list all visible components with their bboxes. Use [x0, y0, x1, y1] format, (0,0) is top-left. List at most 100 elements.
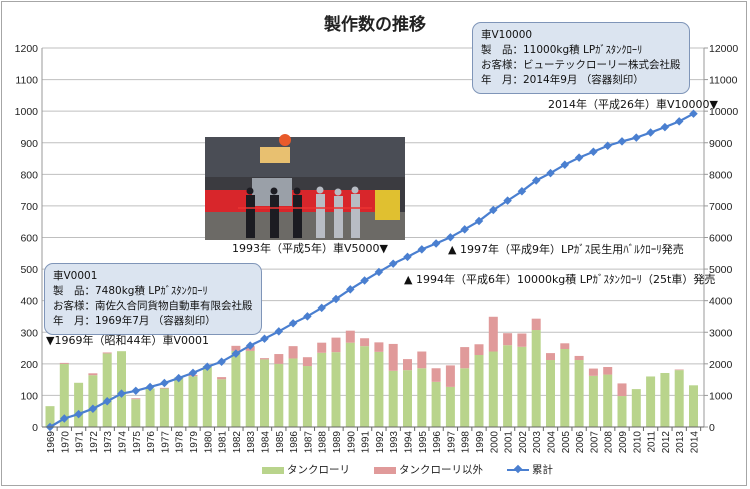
right-axis-tick-label: 2000 [709, 359, 733, 371]
bar-other [488, 316, 498, 352]
cumulative-point [674, 117, 684, 126]
bar-tank-lorry [660, 372, 670, 427]
bar-tank-lorry [145, 388, 155, 427]
left-axis-tick-label: 1000 [15, 106, 39, 118]
left-axis-tick-label: 1100 [15, 75, 38, 87]
legend: タンクローリ タンクローリ以外 累計 [262, 462, 553, 477]
cumulative-point [117, 389, 126, 398]
bar-tank-lorry [45, 406, 55, 427]
bar-tank-lorry [445, 386, 455, 427]
x-axis-tick-label: 1978 [175, 431, 186, 454]
cumulative-point [174, 373, 183, 383]
legend-line-marker [507, 469, 529, 471]
bar-tank-lorry [117, 351, 126, 427]
right-axis-tick-label: 4000 [709, 296, 733, 308]
cumulative-point [131, 386, 141, 396]
right-axis-tick-label: 7000 [709, 201, 733, 213]
x-axis-tick-label: 2009 [618, 431, 629, 454]
x-axis-tick-label: 1993 [389, 431, 400, 454]
bar-tank-lorry [302, 366, 312, 427]
bar-tank-lorry [574, 360, 584, 427]
legend-swatch [374, 466, 396, 474]
x-axis-tick-label: 1991 [361, 431, 372, 454]
callout-line: 年 月：2014年9月 （容器刻印） [481, 74, 644, 86]
x-axis-tick-label: 1977 [160, 431, 171, 454]
bar-tank-lorry [503, 345, 513, 427]
callout-line: 製 品：11000kg積 LPｶﾞｽﾀﾝｸﾛｰﾘ [481, 44, 643, 56]
cumulative-point [74, 409, 83, 419]
x-axis-tick-label: 1992 [375, 431, 386, 454]
right-axis-tick-label: 1000 [709, 390, 733, 402]
x-axis-tick-label: 1987 [303, 431, 314, 454]
bar-other [531, 318, 541, 331]
left-axis-tick-label: 900 [20, 138, 38, 150]
legend-item-cumulative: 累計 [507, 462, 553, 477]
cumulative-point [374, 267, 384, 277]
cumulative-point [145, 382, 155, 392]
cumulative-point [88, 404, 98, 413]
legend-item-tank: タンクローリ [262, 462, 350, 477]
x-axis-tick-label: 1990 [346, 431, 357, 454]
cumulative-point [303, 312, 312, 321]
cumulative-point [503, 196, 512, 205]
bar-other [403, 359, 412, 371]
x-axis-tick-label: 2005 [561, 431, 572, 454]
cumulative-point [188, 368, 198, 378]
bar-other [445, 365, 455, 387]
bar-tank-lorry [159, 388, 169, 427]
cumulative-point [317, 303, 326, 313]
x-axis-tick-label: 1970 [60, 431, 71, 454]
x-axis-tick-label: 1972 [89, 431, 100, 454]
bar-other [617, 383, 627, 397]
x-axis-tick-label: 2006 [575, 431, 586, 454]
right-axis-tick-label: 3000 [709, 327, 733, 339]
bar-tank-lorry [689, 385, 698, 427]
annotation-tank-1994: ▲ 1994年（平成6年）10000kg積 LPｶﾞｽﾀﾝｸﾛｰﾘ（25t車）発… [404, 273, 716, 286]
cumulative-point [346, 285, 355, 294]
cumulative-point [388, 259, 398, 268]
bar-tank-lorry [588, 375, 598, 427]
bar-tank-lorry [603, 374, 613, 427]
cumulative-point [660, 122, 670, 132]
x-axis-tick-label: 1975 [132, 431, 143, 454]
bar-tank-lorry [74, 382, 84, 427]
right-axis-tick-label: 11000 [709, 75, 738, 87]
callout-line: お客様：南佐久合同貨物自動車有限会社殿 [53, 300, 253, 312]
bar-tank-lorry [674, 370, 684, 427]
x-axis-tick-label: 1969 [46, 431, 57, 454]
left-axis-tick-label: 800 [20, 169, 38, 181]
callout-line: 車V0001 [53, 270, 98, 282]
callout-line: 製 品：7480kg積 LPｶﾞｽﾀﾝｸﾛｰﾘ [53, 285, 208, 297]
axes: 0 100 200 300 400 500 600 700 800 900 1000 1100 1200… [15, 43, 739, 453]
cumulative-point [274, 327, 284, 336]
bar-tank-lorry [88, 375, 98, 427]
x-axis-tick-label: 2002 [518, 431, 529, 454]
bar-other [503, 333, 513, 346]
cumulative-point [417, 245, 427, 254]
bar-other [231, 345, 241, 351]
legend-label: タンクローリ [287, 464, 350, 476]
cumulative-point [360, 276, 369, 285]
bar-other [546, 353, 555, 361]
bar-tank-lorry [474, 354, 484, 427]
left-axis-tick-label: 200 [20, 359, 38, 371]
bar-tank-lorry [231, 350, 241, 427]
bar-tank-lorry [617, 396, 627, 427]
left-axis-tick-label: 1200 [15, 43, 39, 55]
callout-line: 車V10000 [481, 29, 533, 41]
x-axis-tick-label: 2012 [661, 431, 672, 454]
bar-other [131, 398, 141, 400]
annotation-v0001: ▼1969年（昭和44年）車V0001 [46, 334, 209, 347]
left-axis-tick-label: 500 [20, 264, 38, 276]
bar-tank-lorry [560, 348, 570, 427]
cumulative-point [431, 239, 441, 248]
cumulative-point [102, 397, 112, 406]
bar-tank-lorry [431, 381, 441, 427]
bar-tank-lorry [331, 352, 341, 427]
bar-other [331, 337, 341, 353]
bar-other [360, 338, 370, 347]
bar-other [302, 357, 312, 367]
bar-tank-lorry [288, 358, 298, 427]
left-axis-tick-label: 600 [20, 233, 38, 245]
left-axis-tick-label: 300 [20, 327, 38, 339]
